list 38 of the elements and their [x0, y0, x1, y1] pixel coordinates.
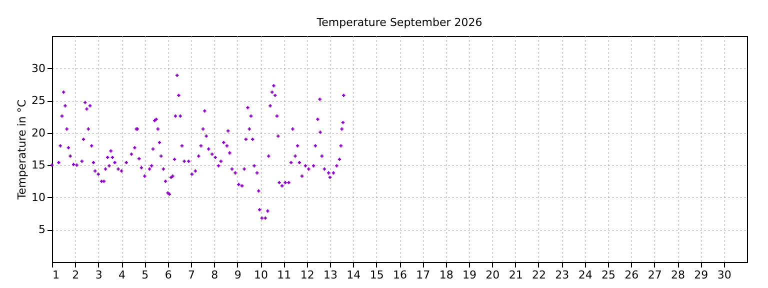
x-tick-label: 17	[416, 268, 430, 282]
x-tick-label: 29	[694, 268, 708, 282]
y-tick-label: 30	[32, 62, 46, 75]
x-tick-label: 30	[717, 268, 732, 282]
x-tick-label: 8	[211, 268, 218, 282]
x-tick-label: 4	[118, 268, 126, 282]
x-tick-label: 19	[462, 268, 476, 282]
x-tick-label: 18	[439, 268, 454, 282]
x-tick-label: 7	[188, 268, 195, 282]
x-tick-label: 5	[142, 268, 149, 282]
y-tick-label: 20	[32, 126, 46, 140]
y-tick-label: 5	[38, 223, 46, 236]
x-tick-label: 26	[624, 268, 639, 282]
x-tick-label: 13	[324, 268, 338, 282]
x-tick-label: 20	[486, 268, 500, 282]
x-tick-label: 2	[72, 268, 80, 282]
x-tick-label: 3	[95, 268, 102, 282]
x-tick-label: 1	[52, 268, 60, 282]
y-tick-label: 10	[32, 190, 46, 204]
x-tick-label: 23	[555, 268, 570, 282]
x-tick-label: 14	[346, 268, 361, 282]
x-tick-label: 22	[532, 268, 546, 282]
x-tick-label: 21	[508, 268, 523, 282]
y-tick-label: 25	[32, 94, 46, 108]
x-tick-label: 25	[602, 268, 616, 282]
x-tick-label: 15	[370, 268, 384, 282]
x-tick-label: 9	[234, 268, 242, 282]
x-tick-label: 11	[277, 268, 292, 282]
chart-title: Temperature September 2026	[316, 16, 482, 29]
x-tick-label: 10	[254, 268, 268, 282]
y-axis-title: Temperature in °C	[16, 99, 29, 200]
y-tick-label: 15	[32, 158, 46, 172]
x-tick-label: 16	[393, 268, 407, 282]
x-tick-label: 6	[164, 268, 172, 282]
x-tick-label: 12	[300, 268, 314, 282]
x-tick-label: 27	[648, 268, 662, 282]
x-tick-label: 28	[671, 268, 685, 282]
x-tick-label: 24	[578, 268, 592, 282]
